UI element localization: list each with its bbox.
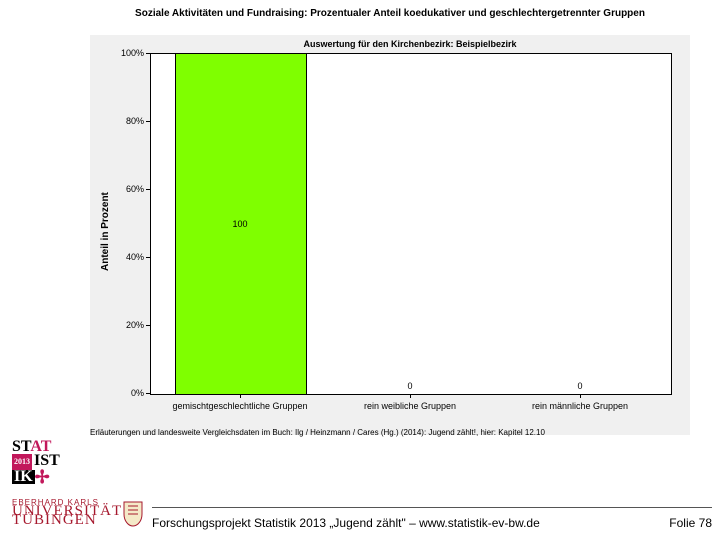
ytick-40: 40% — [110, 252, 144, 262]
chart-subtitle: Auswertung für den Kirchenbezirk: Beispi… — [150, 39, 670, 49]
chart-footnote: Erläuterungen und landesweite Vergleichs… — [90, 428, 690, 437]
footer-left: Forschungsprojekt Statistik 2013 „Jugend… — [152, 516, 540, 530]
xcat-gemischt: gemischtgeschlechtliche Gruppen — [165, 401, 315, 411]
logo-stat-ik: IK — [12, 470, 35, 484]
ytick-100: 100% — [110, 48, 144, 58]
bar-label-weiblich: 0 — [345, 381, 475, 391]
footer-page: Folie 78 — [669, 516, 712, 530]
ytick-mark-40 — [146, 257, 150, 258]
statistik-logo: STAT 2013IST IK✢ — [12, 440, 82, 485]
ytick-mark-80 — [146, 121, 150, 122]
ytick-60: 60% — [110, 184, 144, 194]
xcat-weiblich: rein weibliche Gruppen — [335, 401, 485, 411]
xtick-3 — [580, 394, 581, 398]
chart-container: Soziale Aktivitäten und Fundraising: Pro… — [90, 8, 690, 448]
ytick-mark-100 — [146, 53, 150, 54]
ytick-mark-0 — [146, 393, 150, 394]
ytick-mark-60 — [146, 189, 150, 190]
bar-label-maennlich: 0 — [515, 381, 645, 391]
cross-icon: ✢ — [35, 467, 50, 487]
ytick-20: 20% — [110, 320, 144, 330]
uni-crest-icon — [122, 500, 144, 528]
ytick-mark-20 — [146, 325, 150, 326]
chart-plot: Auswertung für den Kirchenbezirk: Beispi… — [90, 23, 690, 435]
footer: Forschungsprojekt Statistik 2013 „Jugend… — [152, 507, 712, 534]
slide: Soziale Aktivitäten und Fundraising: Pro… — [0, 0, 720, 540]
chart-title: Soziale Aktivitäten und Fundraising: Pro… — [90, 8, 690, 19]
xcat-maennlich: rein männliche Gruppen — [505, 401, 655, 411]
xtick-2 — [410, 394, 411, 398]
bar-label-gemischt: 100 — [175, 219, 305, 229]
ytick-80: 80% — [110, 116, 144, 126]
ytick-0: 0% — [110, 388, 144, 398]
logo-stat-1a: ST — [12, 438, 30, 455]
xtick-1 — [240, 394, 241, 398]
